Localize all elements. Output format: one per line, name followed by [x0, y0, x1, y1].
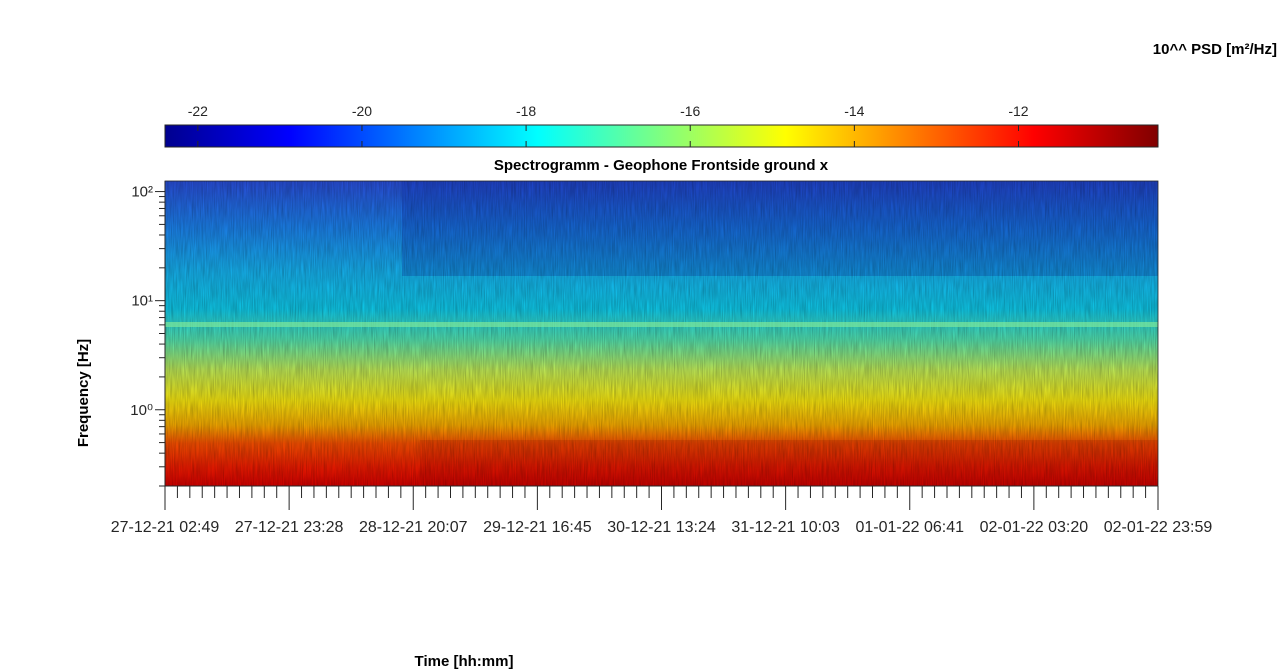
colorbar-tick-label: -12	[1008, 103, 1028, 119]
x-tick-label: 27-12-21 23:28	[235, 519, 344, 536]
colorbar-gradient	[164, 124, 1159, 148]
colorbar-tick-label: -20	[352, 103, 372, 119]
x-tick-label: 29-12-21 16:45	[483, 519, 592, 536]
x-tick-label: 27-12-21 02:49	[111, 519, 220, 536]
y-tick-label: 10⁰	[130, 402, 153, 419]
y-tick-label: 10²	[131, 184, 153, 201]
spectrogram-plot	[164, 180, 1159, 487]
x-tick-label: 28-12-21 20:07	[359, 519, 468, 536]
x-axis: 27-12-21 02:49 27-12-21 23:28 28-12-21 20:…	[111, 485, 1213, 536]
chart-title: Spectrogramm - Geophone Frontside ground…	[494, 157, 829, 174]
colorbar-tick-label: -16	[680, 103, 700, 119]
x-tick-label: 02-01-22 23:59	[1104, 519, 1213, 536]
spectral-line	[165, 322, 1158, 327]
y-axis-label: Frequency [Hz]	[75, 339, 92, 447]
colorbar-ticks: -22 -20 -18 -16 -14 -12	[188, 103, 1029, 147]
colorbar-tick-label: -18	[516, 103, 536, 119]
colorbar: -22 -20 -18 -16 -14 -12	[164, 103, 1159, 148]
spectrogram-texture	[165, 181, 1158, 486]
x-tick-label: 30-12-21 13:24	[607, 519, 716, 536]
colorbar-label: 10^^ PSD [m²/Hz]	[1153, 41, 1277, 58]
x-tick-label: 01-01-22 06:41	[855, 519, 964, 536]
x-axis-label: Time [hh:mm]	[415, 653, 514, 669]
colorbar-tick-label: -22	[188, 103, 208, 119]
x-tick-label: 02-01-22 03:20	[980, 519, 1089, 536]
y-tick-label: 10¹	[131, 293, 153, 310]
x-tick-label: 31-12-21 10:03	[731, 519, 840, 536]
y-axis: 10⁰ 10¹ 10²	[130, 181, 166, 487]
colorbar-tick-label: -14	[844, 103, 864, 119]
